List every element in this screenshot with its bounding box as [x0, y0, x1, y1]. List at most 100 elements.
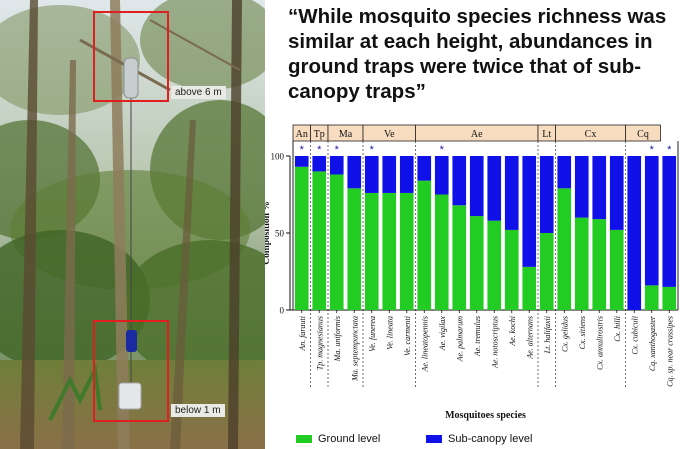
bar-ground-level-tp-magnesianus [312, 171, 327, 310]
genus-label-ae: Ae [471, 129, 483, 140]
bar-ground-level-cx-gelidus [557, 188, 572, 310]
bar-sub-canopy-level-ae-notoscriptus [487, 156, 502, 221]
genus-header-cq [625, 124, 661, 142]
significance-marker-tp-magnesianus: * [317, 144, 322, 156]
bar-sub-canopy-level-cq-xanthogaster [644, 156, 659, 286]
bar-ground-level-cx-hilli [609, 229, 624, 310]
bar-sub-canopy-level-cx-cubiculi [627, 156, 642, 310]
x-tick-label-ae-tremulus: Ae. tremulus [473, 316, 482, 357]
bar-ground-level-ve-lineata [382, 192, 397, 310]
legend-swatch-ground [296, 435, 312, 444]
significance-marker-an-farauti: * [300, 144, 305, 156]
bar-sub-canopy-level-ae-alternans [522, 156, 537, 267]
x-tick-label-cx-hilli: Cx. hilli [613, 316, 622, 342]
genus-label-tp: Tp [314, 129, 325, 140]
quote-text: “While mosquito species richness was sim… [288, 5, 667, 103]
chart-svg: An Tp Ma Ve Ae Lt Cx Cq 0 50 100 Composition % An. f… [262, 124, 679, 421]
x-tick-label-ma-septempunctata: Ma. septempunctata [350, 316, 359, 382]
x-tick-label-cx-sitiens: Cx. sitiens [578, 316, 587, 349]
bar-ground-level-an-farauti [294, 166, 309, 310]
legend-item-ground: Ground level [296, 433, 380, 445]
bar-ground-level-ae-kochi [504, 229, 519, 310]
bar-sub-canopy-level-cx-annulirostris [592, 156, 607, 220]
x-tick-label-tp-magnesianus: Tp. magnesianus [315, 316, 324, 370]
x-tick-label-cq-sp-near-crassipes: Cq. sp. near crassipes [665, 316, 674, 387]
forest-scene [0, 0, 265, 449]
x-tick-label-ae-notoscriptus: Ae. notoscriptus [490, 316, 499, 369]
bar-sub-canopy-level-lt-halifaxii [539, 156, 554, 233]
genus-label-cx: Cx [585, 129, 597, 140]
bar-ground-level-cq-xanthogaster [644, 285, 659, 310]
bar-sub-canopy-level-ae-vigilax [434, 156, 449, 195]
x-tick-label-ve-carmenti: Ve. carmenti [403, 316, 412, 356]
significance-marker-ve-funerea: * [370, 144, 375, 156]
bar-ground-level-ae-palmarum [452, 205, 467, 310]
x-tick-label-cx-annulirostris: Cx. annulirostris [595, 316, 604, 370]
legend-label-ground: Ground level [318, 433, 381, 445]
bar-ground-level-ma-septempunctata [347, 188, 362, 310]
composition-chart: An Tp Ma Ve Ae Lt Cx Cq 0 50 100 Composition % An. f… [262, 118, 685, 437]
x-tick-label-ae-kochi: Ae. kochi [508, 316, 517, 347]
bar-ground-level-ve-funerea [364, 192, 379, 310]
genus-label-lt: Lt [542, 129, 551, 140]
x-tick-label-ae-palmarum: Ae. palmarum [455, 316, 464, 363]
bar-sub-canopy-level-cq-sp-near-crassipes [662, 156, 677, 287]
x-tick-label-ve-lineata: Ve. lineata [385, 316, 394, 350]
y-tick-label-50: 50 [275, 229, 285, 239]
x-tick-label-ae-lineatopennis: Ae. lineatopennis [420, 316, 429, 373]
bar-ground-level-cx-sitiens [574, 217, 589, 310]
y-tick-label-100: 100 [271, 152, 285, 162]
legend-item-subcanopy: Sub-canopy level [426, 433, 532, 445]
bar-sub-canopy-level-ae-kochi [504, 156, 519, 230]
x-tick-label-cq-xanthogaster: Cq. xanthogaster [648, 315, 657, 371]
significance-marker-ma-uniformis: * [335, 144, 340, 156]
x-tick-label-ma-uniformis: Ma. uniformis [333, 316, 342, 362]
x-tick-label-ve-funerea: Ve. funerea [368, 316, 377, 352]
bar-sub-canopy-level-ae-lineatopennis [417, 156, 432, 181]
x-tick-label-cx-cubiculi: Cx. cubiculi [630, 316, 639, 355]
x-tick-label-an-farauti: An. farauti [298, 316, 307, 352]
x-tick-label-ae-vigilax: Ae. vigilax [438, 316, 447, 352]
bar-sub-canopy-level-ma-septempunctata [347, 156, 362, 189]
legend-label-subcanopy: Sub-canopy level [448, 433, 533, 445]
bar-ground-level-ae-vigilax [434, 194, 449, 310]
genus-label-ve: Ve [384, 129, 395, 140]
bar-ground-level-ae-alternans [522, 266, 537, 310]
genus-label-cq: Cq [637, 129, 649, 140]
bar-sub-canopy-level-cx-sitiens [574, 156, 589, 218]
bar-sub-canopy-level-ve-carmenti [399, 156, 414, 193]
upper-trap-box [93, 11, 169, 102]
bar-ground-level-ae-tremulus [469, 216, 484, 310]
bar-ground-level-ma-uniformis [329, 174, 344, 310]
bar-sub-canopy-level-ma-uniformis [329, 156, 344, 175]
x-tick-label-ae-alternans: Ae. alternans [525, 316, 534, 360]
field-photo: above 6 m below 1 m [0, 0, 265, 449]
significance-marker-cq-xanthogaster: * [650, 144, 655, 156]
y-axis-label: Composition % [265, 201, 272, 265]
bar-sub-canopy-level-cx-hilli [609, 156, 624, 230]
bar-sub-canopy-level-ve-lineata [382, 156, 397, 193]
bar-sub-canopy-level-cx-gelidus [557, 156, 572, 189]
bar-ground-level-lt-halifaxii [539, 233, 554, 310]
lower-trap-box [93, 320, 169, 422]
bar-ground-level-cx-annulirostris [592, 219, 607, 310]
bar-ground-level-cq-sp-near-crassipes [662, 286, 677, 310]
bar-sub-canopy-level-ae-tremulus [469, 156, 484, 217]
bar-sub-canopy-level-an-farauti [294, 156, 309, 167]
x-axis-label: Mosquitoes species [445, 410, 526, 421]
bar-ground-level-ae-lineatopennis [417, 180, 432, 310]
bar-sub-canopy-level-ve-funerea [364, 156, 379, 193]
significance-marker-cq-sp-near-crassipes: * [667, 144, 672, 156]
legend-swatch-subcanopy [426, 435, 442, 444]
y-tick-label-0: 0 [280, 306, 285, 316]
genus-label-an: An [296, 129, 308, 140]
x-tick-label-cx-gelidus: Cx. gelidus [560, 316, 569, 352]
x-tick-label-lt-halifaxii: Lt. halifaxii [543, 316, 552, 354]
bar-ground-level-ve-carmenti [399, 192, 414, 310]
bar-sub-canopy-level-tp-magnesianus [312, 156, 327, 172]
significance-marker-ae-vigilax: * [440, 144, 445, 156]
genus-label-ma: Ma [339, 129, 353, 140]
bar-ground-level-ae-notoscriptus [487, 220, 502, 310]
bar-sub-canopy-level-ae-palmarum [452, 156, 467, 206]
lower-trap-label: below 1 m [171, 404, 225, 417]
